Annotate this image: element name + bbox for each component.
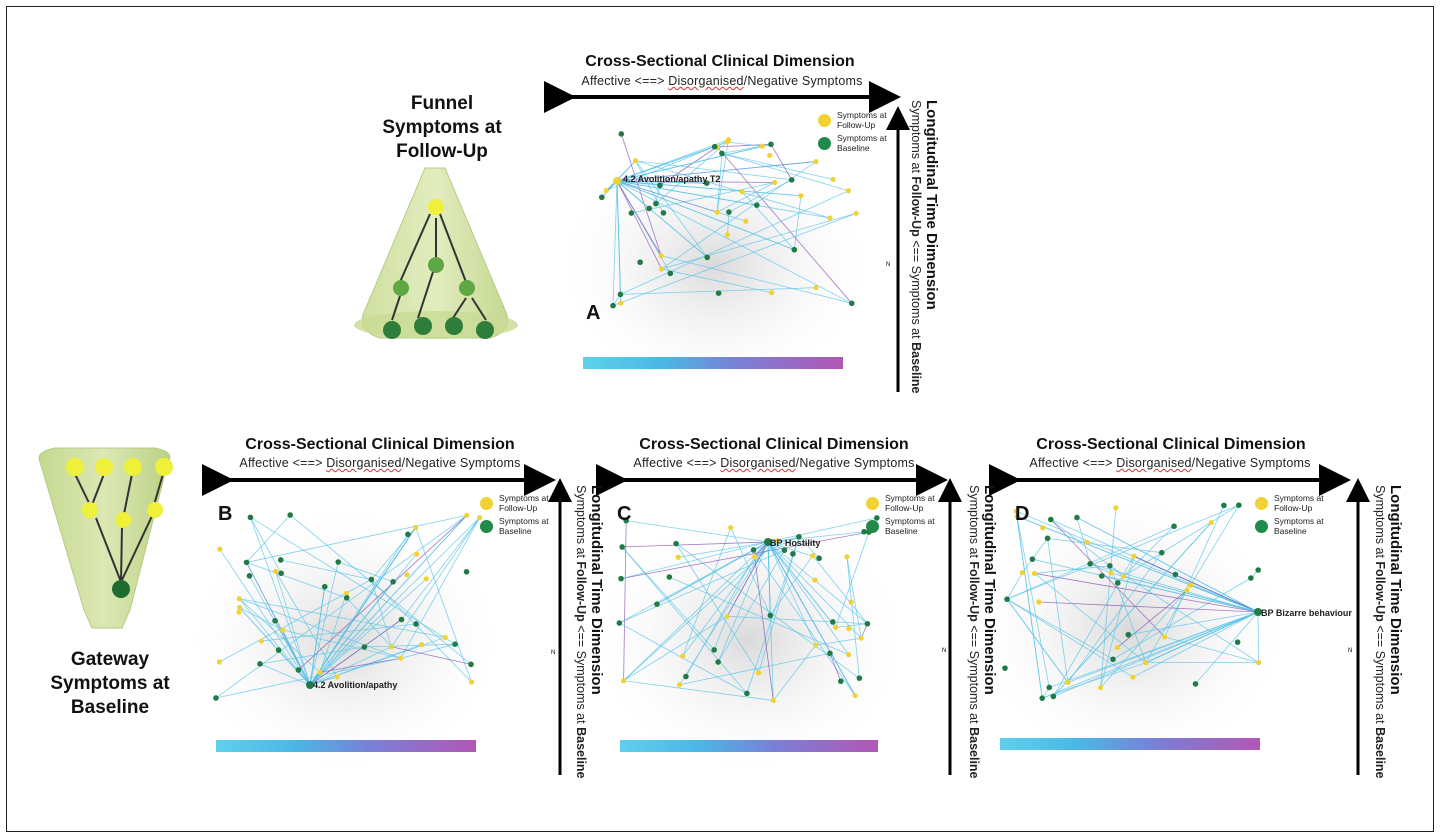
panel-a-title: Cross-Sectional Clinical Dimension	[585, 53, 855, 70]
panel-a-longitudinal-label: Longitudinal Time Dimension Symptoms at …	[909, 100, 940, 394]
panel-d-axis-marker: N	[1348, 648, 1353, 654]
panel-c-subtitle: Affective <==> Disorganised/Negative Sym…	[633, 456, 915, 470]
baseline-dot-icon	[866, 519, 879, 533]
panel-b-axis-marker: N	[551, 650, 556, 656]
panel-c-title: Cross-Sectional Clinical Dimension	[639, 436, 909, 453]
panel-d-title: Cross-Sectional Clinical Dimension	[1036, 436, 1306, 453]
panel-a-colorbar	[583, 357, 843, 369]
panel-c-legend: Symptoms at Follow-Up Symptoms at Baseli…	[866, 493, 945, 539]
panel-a-axis-marker: N	[886, 262, 891, 268]
panel-a-subtitle: Affective <==> Disorganised/Negative Sym…	[581, 74, 863, 88]
panel-d-longitudinal-label: Longitudinal Time Dimension Symptoms at …	[1373, 485, 1404, 779]
panel-a-highlight-node: 4.2 Avolition/apathy T2	[623, 174, 721, 184]
panel-a-legend: Symptoms at Follow-Up Symptoms at Baseli…	[818, 110, 897, 156]
follow-up-dot-icon	[866, 496, 879, 510]
panel-a-letter: A	[586, 302, 601, 324]
panel-b-colorbar	[216, 740, 476, 752]
panel-d-colorbar	[1000, 738, 1260, 750]
panel-c-letter: C	[617, 503, 632, 525]
panel-b-legend: Symptoms at Follow-Up Symptoms at Baseli…	[480, 493, 559, 539]
baseline-dot-icon	[480, 519, 493, 533]
panel-c-longitudinal-label: Longitudinal Time Dimension Symptoms at …	[967, 485, 998, 779]
baseline-dot-icon	[818, 136, 831, 150]
panel-c-axis-marker: N	[942, 648, 947, 654]
panel-b-letter: B	[218, 503, 233, 525]
panel-d-highlight-node: BP Bizarre behaviour	[1261, 608, 1352, 618]
follow-up-dot-icon	[480, 496, 493, 510]
gateway-symptoms-label: Gateway Symptoms at Baseline	[50, 649, 170, 718]
panel-d-subtitle: Affective <==> Disorganised/Negative Sym…	[1029, 456, 1311, 470]
panel-b-title: Cross-Sectional Clinical Dimension	[245, 436, 515, 453]
baseline-dot-icon	[1255, 519, 1268, 533]
panel-d-legend: Symptoms at Follow-Up Symptoms at Baseli…	[1255, 493, 1334, 539]
panel-b-subtitle: Affective <==> Disorganised/Negative Sym…	[239, 456, 521, 470]
follow-up-dot-icon	[818, 113, 831, 127]
figure-frame	[6, 6, 1434, 832]
funnel-symptoms-label: Funnel Symptoms at Follow-Up	[382, 93, 502, 162]
panel-c-highlight-node: BP Hostility	[770, 538, 821, 548]
panel-b-highlight-node: 4.2 Avolition/apathy	[313, 680, 398, 690]
follow-up-dot-icon	[1255, 496, 1268, 510]
panel-b-longitudinal-label: Longitudinal Time Dimension Symptoms at …	[574, 485, 605, 779]
panel-c-colorbar	[620, 740, 878, 752]
panel-d-letter: D	[1015, 503, 1030, 525]
